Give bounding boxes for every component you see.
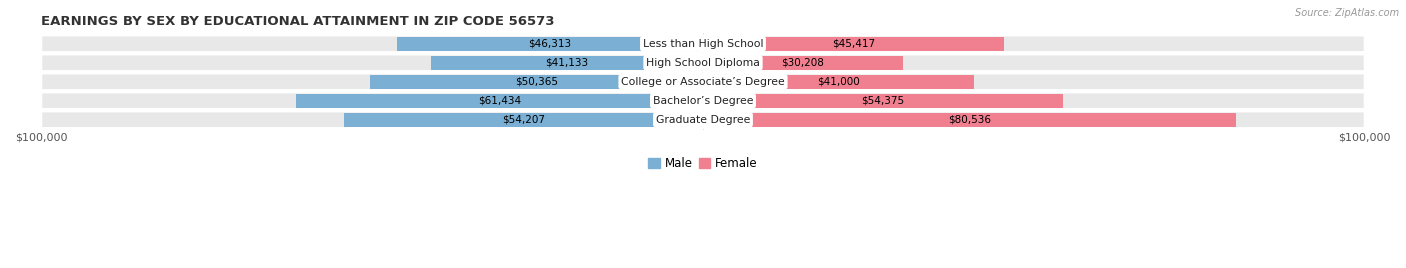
Text: $41,000: $41,000 <box>817 77 860 87</box>
Text: Less than High School: Less than High School <box>643 39 763 49</box>
Bar <box>370 75 703 89</box>
Text: Bachelor’s Degree: Bachelor’s Degree <box>652 96 754 106</box>
Text: Source: ZipAtlas.com: Source: ZipAtlas.com <box>1295 8 1399 18</box>
Bar <box>703 56 903 70</box>
FancyBboxPatch shape <box>41 92 1365 109</box>
Text: $80,536: $80,536 <box>948 115 991 125</box>
Bar <box>703 75 974 89</box>
FancyBboxPatch shape <box>41 111 1365 128</box>
FancyBboxPatch shape <box>41 54 1365 71</box>
Text: High School Diploma: High School Diploma <box>647 58 759 68</box>
Text: Graduate Degree: Graduate Degree <box>655 115 751 125</box>
Text: $30,208: $30,208 <box>782 58 824 68</box>
Text: College or Associate’s Degree: College or Associate’s Degree <box>621 77 785 87</box>
Text: EARNINGS BY SEX BY EDUCATIONAL ATTAINMENT IN ZIP CODE 56573: EARNINGS BY SEX BY EDUCATIONAL ATTAINMEN… <box>41 15 555 28</box>
Bar <box>703 37 1004 51</box>
Text: $46,313: $46,313 <box>529 39 571 49</box>
Text: $41,133: $41,133 <box>546 58 589 68</box>
Text: $54,207: $54,207 <box>502 115 546 125</box>
Bar <box>297 94 703 107</box>
Bar <box>430 56 703 70</box>
FancyBboxPatch shape <box>41 35 1365 52</box>
Bar <box>703 94 1063 107</box>
FancyBboxPatch shape <box>41 73 1365 90</box>
Text: $50,365: $50,365 <box>515 77 558 87</box>
Bar <box>396 37 703 51</box>
Bar <box>344 113 703 126</box>
Legend: Male, Female: Male, Female <box>644 152 762 174</box>
Text: $61,434: $61,434 <box>478 96 522 106</box>
Bar <box>703 113 1236 126</box>
Text: $45,417: $45,417 <box>832 39 875 49</box>
Text: $54,375: $54,375 <box>862 96 904 106</box>
